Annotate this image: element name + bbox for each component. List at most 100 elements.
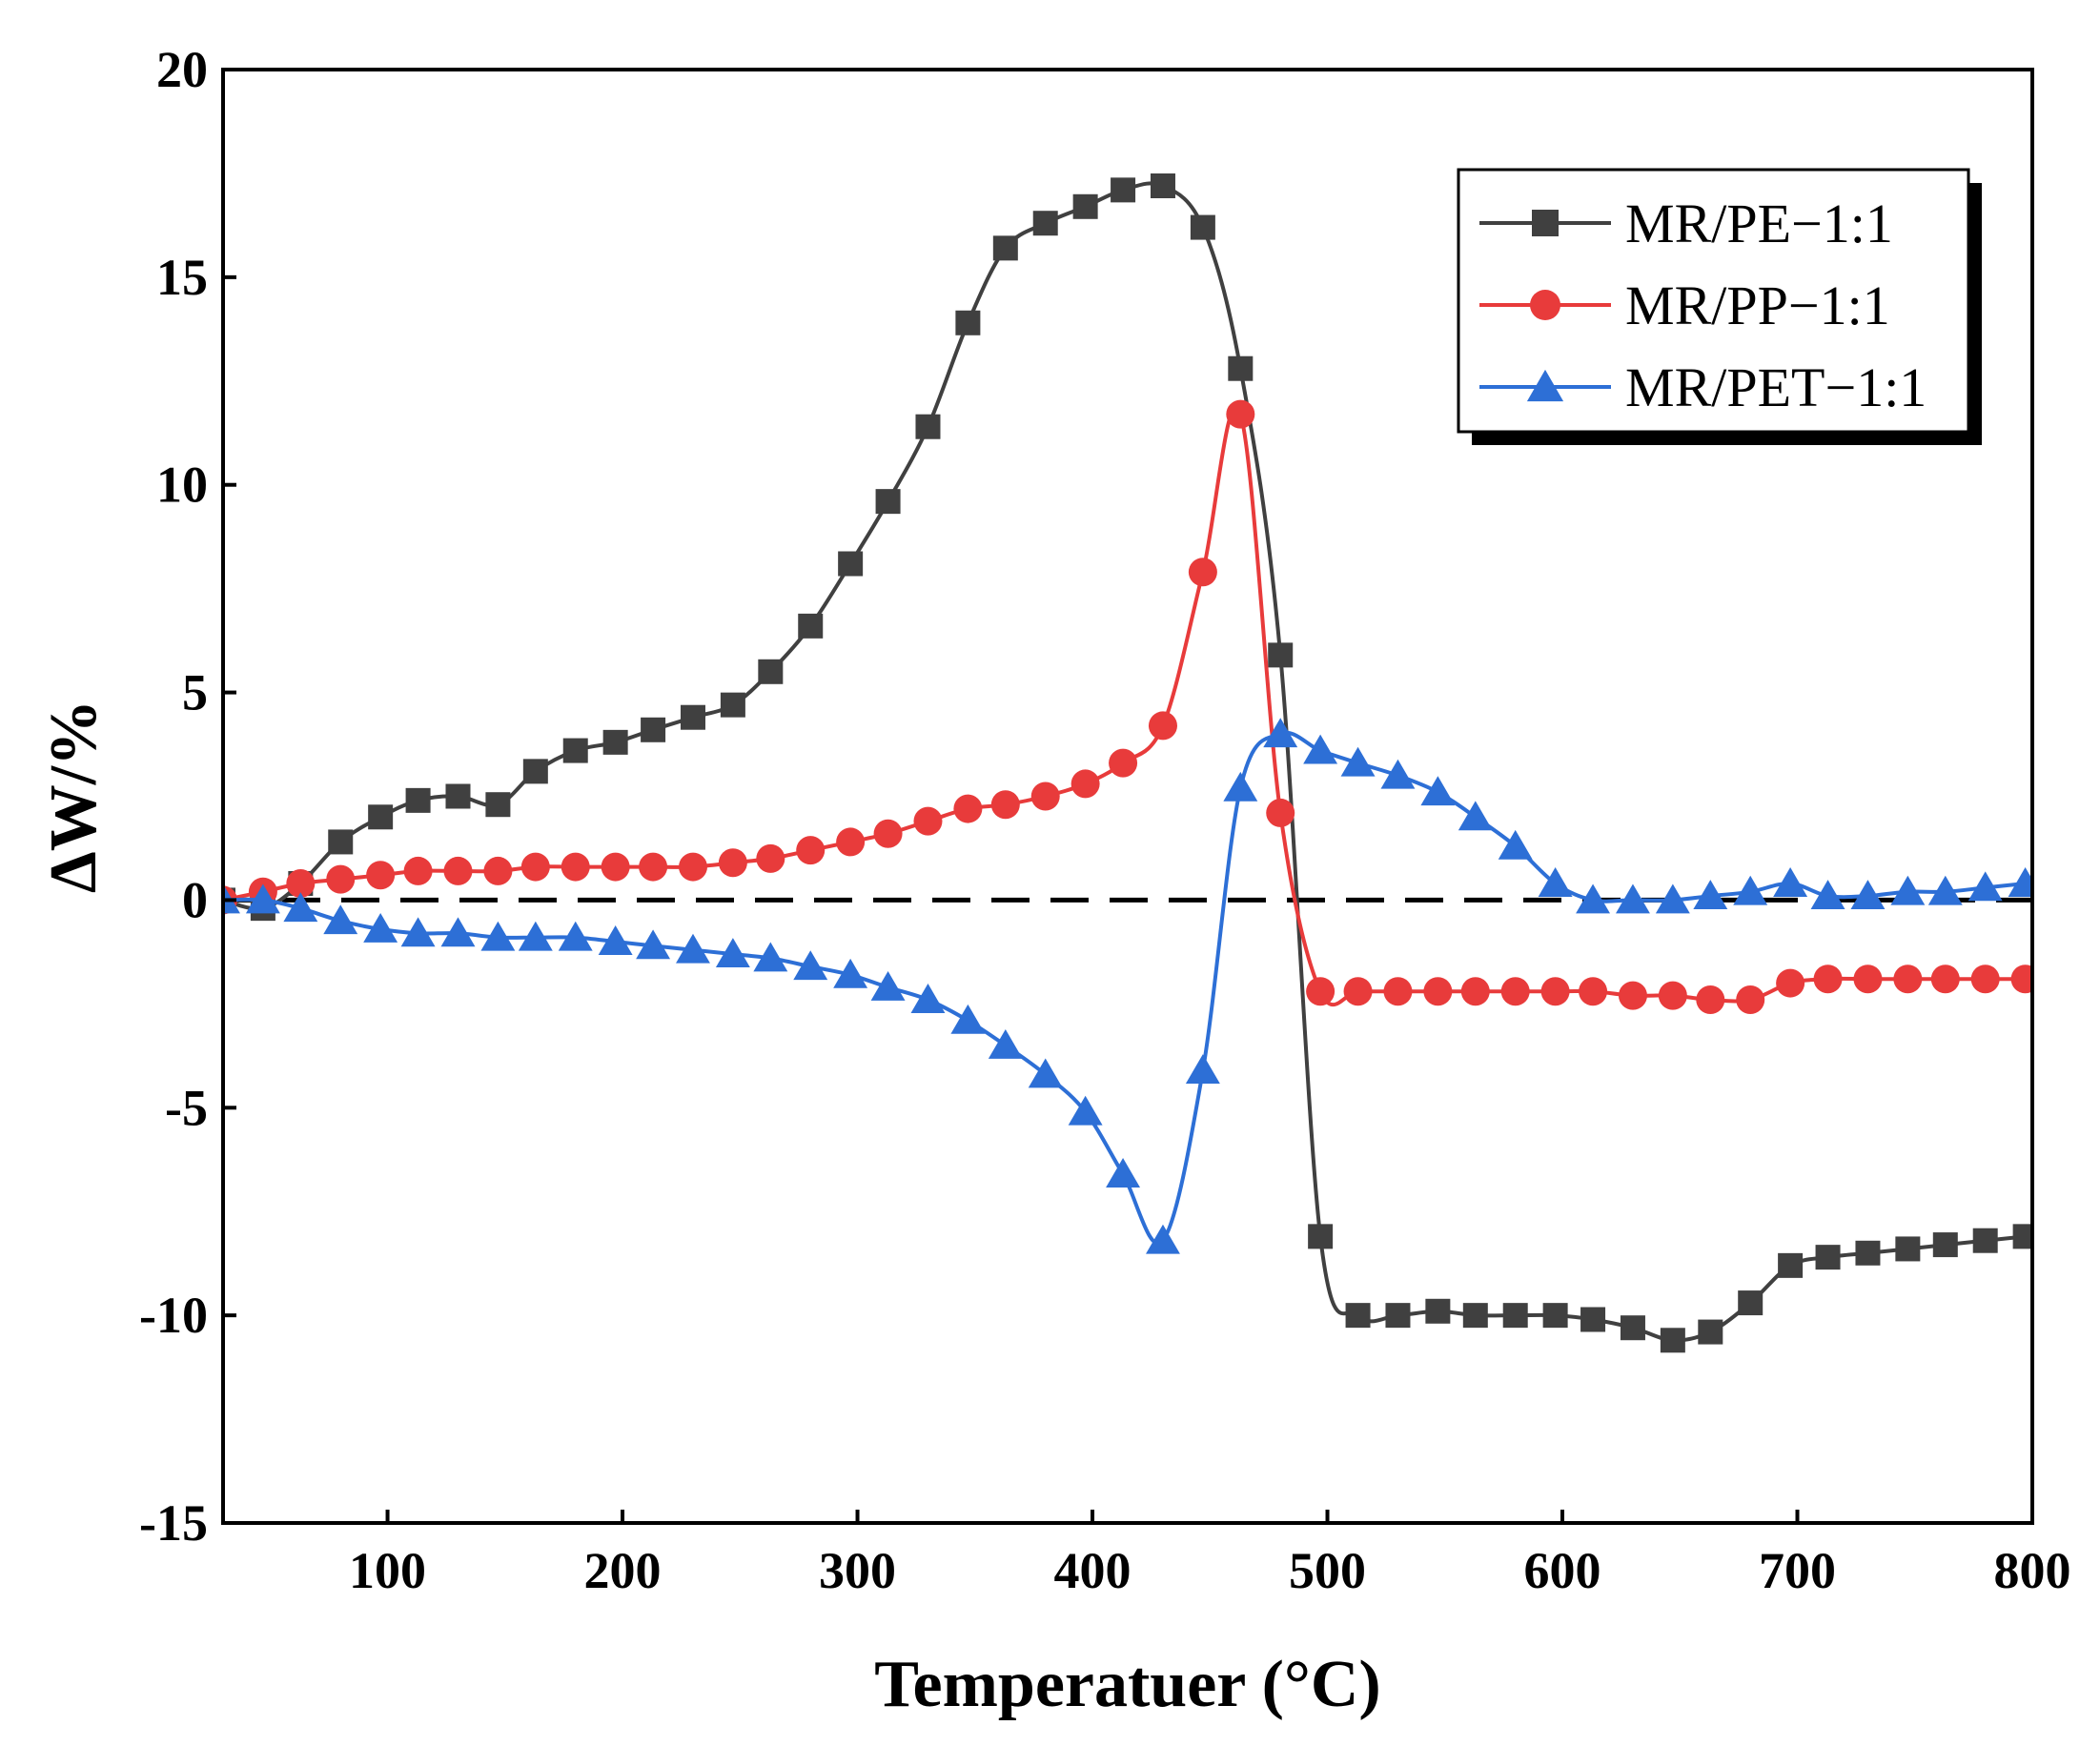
- data-point: [1425, 1298, 1451, 1324]
- circle-marker-icon: [1530, 290, 1560, 320]
- data-point: [636, 929, 671, 960]
- data-point: [1190, 214, 1215, 240]
- data-point: [1462, 1303, 1488, 1329]
- data-point: [1890, 875, 1926, 905]
- data-point: [1146, 1224, 1180, 1254]
- x-tick-label: 800: [1994, 1542, 2071, 1599]
- data-point: [602, 729, 628, 755]
- data-point: [1268, 642, 1294, 668]
- data-point: [245, 883, 280, 914]
- data-point: [641, 717, 666, 742]
- data-point: [1385, 1303, 1411, 1329]
- data-point: [1616, 883, 1650, 914]
- data-point: [915, 414, 941, 439]
- data-point: [485, 792, 511, 818]
- data-point: [1850, 880, 1886, 910]
- data-point: [1773, 867, 1808, 897]
- data-point: [1967, 871, 2003, 902]
- legend-label: MR/PE−1:1: [1625, 193, 1893, 254]
- plot-area: [223, 173, 2032, 1353]
- data-point: [1111, 177, 1136, 203]
- data-point: [1972, 1228, 1998, 1253]
- y-axis-title: ΔW/%: [37, 700, 111, 893]
- data-point: [1733, 875, 1768, 905]
- data-point: [558, 921, 593, 951]
- data-point: [403, 856, 433, 885]
- data-point: [1655, 883, 1690, 914]
- data-point: [990, 790, 1020, 820]
- data-point: [520, 852, 550, 882]
- data-point: [283, 892, 318, 923]
- data-point: [1226, 399, 1255, 429]
- data-point: [1579, 977, 1608, 1006]
- y-tick-label: -15: [139, 1494, 208, 1552]
- data-point: [1696, 985, 1725, 1014]
- data-point: [678, 852, 707, 882]
- data-point: [639, 852, 668, 882]
- data-point: [1778, 1252, 1804, 1278]
- x-tick-label: 300: [819, 1542, 896, 1599]
- data-point: [720, 692, 745, 718]
- data-point: [1930, 964, 1960, 994]
- data-point: [601, 852, 630, 882]
- y-tick-label: -10: [139, 1287, 208, 1344]
- data-point: [1932, 1232, 1958, 1258]
- data-point: [870, 970, 906, 1001]
- data-point: [328, 829, 354, 855]
- data-point: [1542, 1303, 1568, 1329]
- data-point: [445, 783, 471, 809]
- data-point: [1620, 1315, 1645, 1341]
- series-layer: [223, 173, 2032, 1353]
- data-point: [756, 843, 785, 873]
- data-point: [1458, 801, 1493, 831]
- data-point: [1345, 1303, 1371, 1329]
- data-point: [1072, 193, 1098, 219]
- square-marker-icon: [1532, 210, 1559, 236]
- series-line: [223, 181, 2026, 1343]
- y-tick-label: 15: [156, 249, 208, 306]
- data-point: [1738, 1290, 1764, 1316]
- legend-label: MR/PET−1:1: [1625, 356, 1927, 418]
- legend-item: MR/PE−1:1: [1479, 193, 1893, 254]
- data-point: [1028, 1058, 1063, 1088]
- data-point: [1540, 977, 1570, 1006]
- y-tick-label: 10: [156, 457, 208, 514]
- data-point: [326, 864, 356, 894]
- data-point: [1895, 1236, 1921, 1262]
- data-point: [950, 1004, 986, 1034]
- data-point: [1736, 985, 1765, 1014]
- data-point: [758, 659, 784, 684]
- data-point: [1500, 977, 1530, 1006]
- data-point: [368, 804, 394, 830]
- data-point: [1109, 748, 1138, 778]
- x-tick-label: 700: [1759, 1542, 1836, 1599]
- data-point: [798, 613, 824, 639]
- data-point: [1223, 771, 1258, 802]
- data-point: [1306, 977, 1335, 1006]
- data-point: [2012, 1224, 2032, 1249]
- data-point: [680, 704, 705, 730]
- data-point: [1068, 1095, 1103, 1126]
- legend-item: MR/PP−1:1: [1479, 274, 1890, 336]
- data-point: [1340, 746, 1376, 777]
- data-point: [1383, 977, 1413, 1006]
- data-point: [443, 856, 473, 885]
- data-point: [1498, 829, 1533, 860]
- data-point: [1420, 776, 1456, 806]
- data-point: [1576, 883, 1611, 914]
- data-point: [838, 551, 864, 577]
- data-point: [1855, 1240, 1881, 1266]
- data-point: [1185, 1054, 1220, 1085]
- series-2: [223, 399, 2032, 1014]
- data-point: [753, 942, 788, 972]
- x-tick-label: 100: [349, 1542, 426, 1599]
- data-point: [1380, 759, 1416, 789]
- legend-label: MR/PP−1:1: [1625, 274, 1890, 336]
- y-tick-label: -5: [165, 1079, 208, 1136]
- x-tick-label: 400: [1054, 1542, 1132, 1599]
- data-point: [363, 912, 398, 943]
- data-point: [1502, 1303, 1528, 1329]
- data-point: [518, 921, 553, 951]
- data-point: [1150, 173, 1175, 198]
